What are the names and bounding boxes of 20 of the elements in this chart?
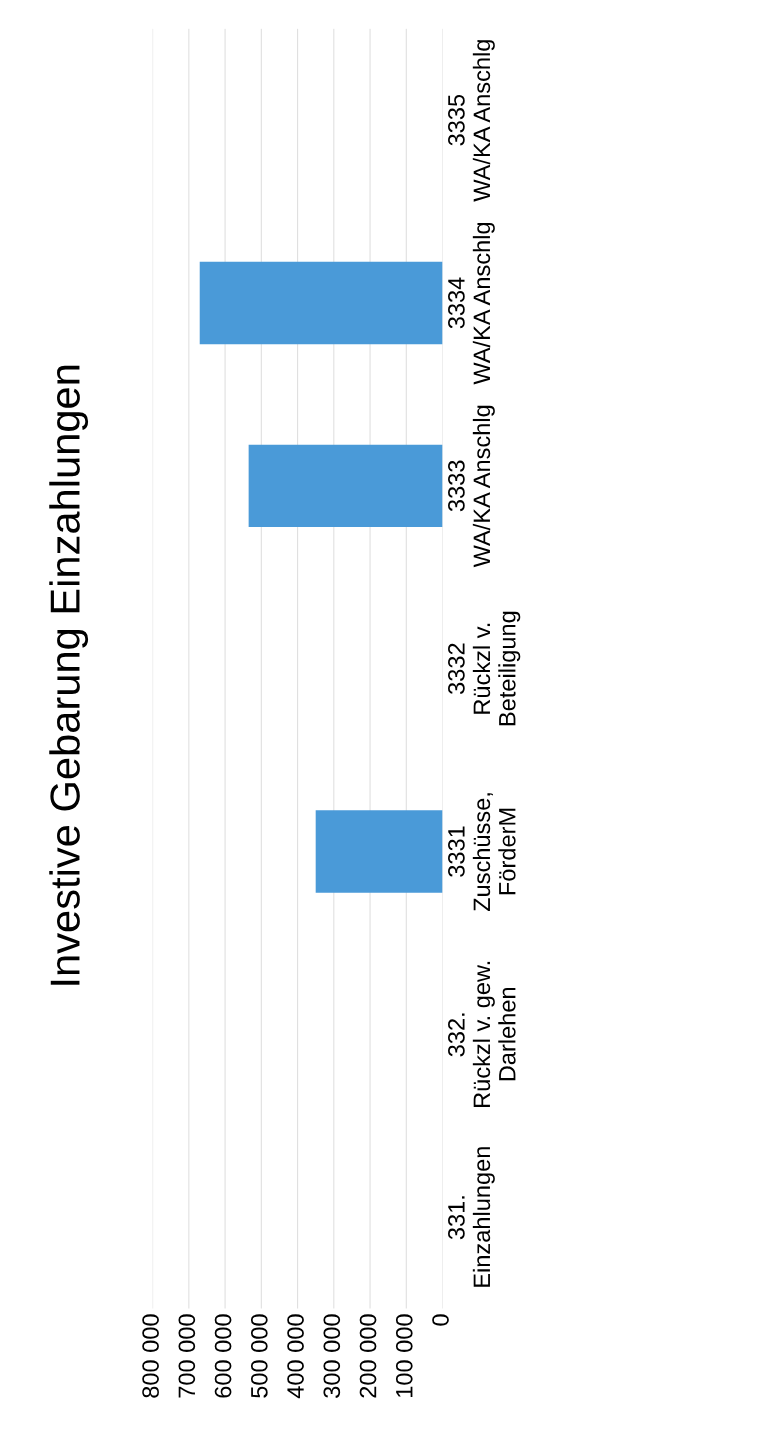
bar [248, 444, 443, 527]
y-tick-label: 332. Rückzl v. gew. Darlehen [448, 961, 516, 1107]
y-tick-label: 3333 WA/KA Anschlg [448, 405, 495, 568]
y-tick-label: 3334 WA/KA Anschlg [448, 222, 495, 385]
x-tick-label: 400 000 [287, 1314, 304, 1399]
x-tick-label: 600 000 [214, 1314, 232, 1398]
y-tick-label: 3332 Rückzl v. Beteiligung [448, 611, 521, 726]
bar [199, 261, 443, 345]
x-tick-label: 100 000 [395, 1314, 413, 1397]
y-tick-label: 3335 WA/KA Anschlg [448, 40, 495, 202]
y-tick-label: 331. Einzahlungen [448, 1147, 495, 1287]
x-tick-label: 0 [432, 1314, 449, 1326]
y-tick-label: 3331 Zuschüsse, FörderM [448, 793, 516, 912]
x-tick-label: 700 000 [178, 1314, 196, 1398]
x-tick-label: 500 000 [250, 1314, 268, 1398]
x-tick-label: 200 000 [359, 1314, 377, 1398]
x-tick-label: 300 000 [323, 1314, 341, 1398]
text: Investive Gebarung Einzahlungen [49, 365, 89, 985]
bar [315, 810, 443, 893]
x-tick-label: 800 000 [142, 1314, 159, 1398]
